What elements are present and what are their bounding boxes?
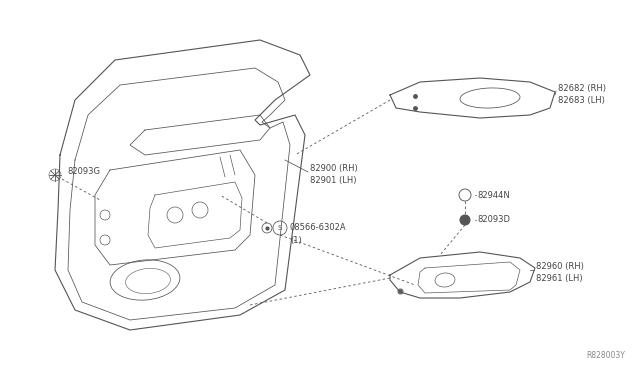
Text: 82682 (RH): 82682 (RH): [558, 83, 606, 93]
Text: R828003Y: R828003Y: [586, 351, 625, 360]
Circle shape: [460, 215, 470, 225]
Text: 82093D: 82093D: [477, 215, 510, 224]
Text: (1): (1): [290, 235, 301, 244]
Text: 82900 (RH): 82900 (RH): [310, 164, 358, 173]
Text: 82961 (LH): 82961 (LH): [536, 275, 582, 283]
Text: 82093G: 82093G: [67, 167, 100, 176]
Text: 82901 (LH): 82901 (LH): [310, 176, 356, 185]
Text: 82960 (RH): 82960 (RH): [536, 263, 584, 272]
Text: 82944N: 82944N: [477, 190, 509, 199]
Text: S: S: [278, 225, 282, 231]
Text: 08566-6302A: 08566-6302A: [290, 224, 347, 232]
Text: 82683 (LH): 82683 (LH): [558, 96, 605, 105]
